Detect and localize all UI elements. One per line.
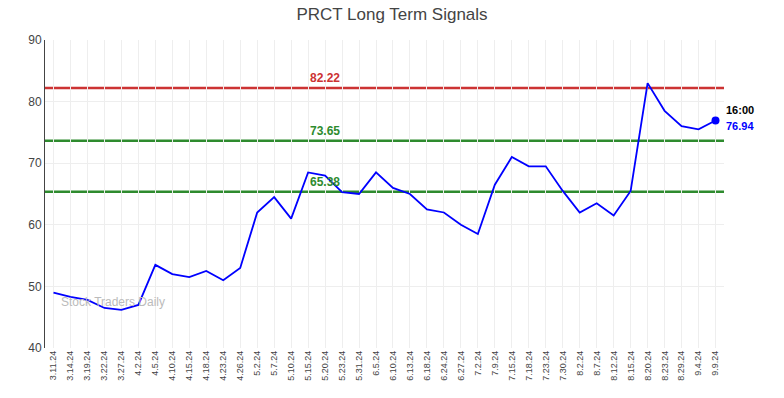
svg-text:9.4.24: 9.4.24 bbox=[693, 351, 703, 376]
svg-text:4.15.24: 4.15.24 bbox=[184, 351, 194, 381]
svg-text:6.5.24: 6.5.24 bbox=[371, 351, 381, 376]
svg-text:5.23.24: 5.23.24 bbox=[337, 351, 347, 381]
svg-text:8.15.24: 8.15.24 bbox=[626, 351, 636, 381]
svg-text:5.20.24: 5.20.24 bbox=[320, 351, 330, 381]
svg-text:4.2.24: 4.2.24 bbox=[133, 351, 143, 376]
svg-text:7.9.24: 7.9.24 bbox=[490, 351, 500, 376]
svg-text:4.18.24: 4.18.24 bbox=[201, 351, 211, 381]
svg-text:5.15.24: 5.15.24 bbox=[303, 351, 313, 381]
svg-text:4.23.24: 4.23.24 bbox=[218, 351, 228, 381]
svg-text:3.19.24: 3.19.24 bbox=[82, 351, 92, 381]
svg-text:6.18.24: 6.18.24 bbox=[422, 351, 432, 381]
svg-text:Stock Traders Daily: Stock Traders Daily bbox=[61, 295, 165, 309]
svg-text:4.26.24: 4.26.24 bbox=[235, 351, 245, 381]
svg-text:7.23.24: 7.23.24 bbox=[541, 351, 551, 381]
svg-text:40: 40 bbox=[28, 341, 42, 355]
svg-text:8.20.24: 8.20.24 bbox=[643, 351, 653, 381]
svg-text:6.24.24: 6.24.24 bbox=[439, 351, 449, 381]
svg-text:5.10.24: 5.10.24 bbox=[286, 351, 296, 381]
svg-text:82.22: 82.22 bbox=[310, 71, 340, 85]
svg-text:76.94: 76.94 bbox=[726, 120, 754, 132]
svg-text:PRCT Long Term Signals: PRCT Long Term Signals bbox=[296, 5, 487, 24]
svg-text:65.38: 65.38 bbox=[310, 175, 340, 189]
svg-text:7.15.24: 7.15.24 bbox=[507, 351, 517, 381]
svg-text:7.2.24: 7.2.24 bbox=[473, 351, 483, 376]
svg-text:3.11.24: 3.11.24 bbox=[48, 351, 58, 380]
svg-text:4.5.24: 4.5.24 bbox=[150, 351, 160, 376]
svg-text:70: 70 bbox=[28, 156, 42, 170]
svg-text:8.2.24: 8.2.24 bbox=[575, 351, 585, 376]
svg-text:3.22.24: 3.22.24 bbox=[99, 351, 109, 381]
svg-text:80: 80 bbox=[28, 95, 42, 109]
svg-text:8.7.24: 8.7.24 bbox=[592, 351, 602, 376]
svg-text:3.27.24: 3.27.24 bbox=[116, 351, 126, 381]
svg-text:8.29.24: 8.29.24 bbox=[676, 351, 686, 381]
svg-text:5.31.24: 5.31.24 bbox=[354, 351, 364, 381]
svg-text:7.30.24: 7.30.24 bbox=[558, 351, 568, 381]
svg-text:5.2.24: 5.2.24 bbox=[252, 351, 262, 376]
svg-text:50: 50 bbox=[28, 280, 42, 294]
svg-text:9.9.24: 9.9.24 bbox=[710, 351, 720, 376]
svg-text:8.12.24: 8.12.24 bbox=[609, 351, 619, 381]
svg-text:16:00: 16:00 bbox=[726, 104, 754, 116]
svg-text:6.13.24: 6.13.24 bbox=[405, 351, 415, 381]
svg-text:3.14.24: 3.14.24 bbox=[65, 351, 75, 381]
svg-text:7.18.24: 7.18.24 bbox=[524, 351, 534, 381]
svg-text:90: 90 bbox=[28, 33, 42, 47]
svg-text:6.27.24: 6.27.24 bbox=[456, 351, 466, 381]
svg-text:4.10.24: 4.10.24 bbox=[167, 351, 177, 381]
svg-text:8.23.24: 8.23.24 bbox=[660, 351, 670, 381]
svg-text:73.65: 73.65 bbox=[310, 124, 340, 138]
svg-text:5.7.24: 5.7.24 bbox=[269, 351, 279, 376]
svg-text:60: 60 bbox=[28, 218, 42, 232]
svg-text:6.10.24: 6.10.24 bbox=[388, 351, 398, 381]
